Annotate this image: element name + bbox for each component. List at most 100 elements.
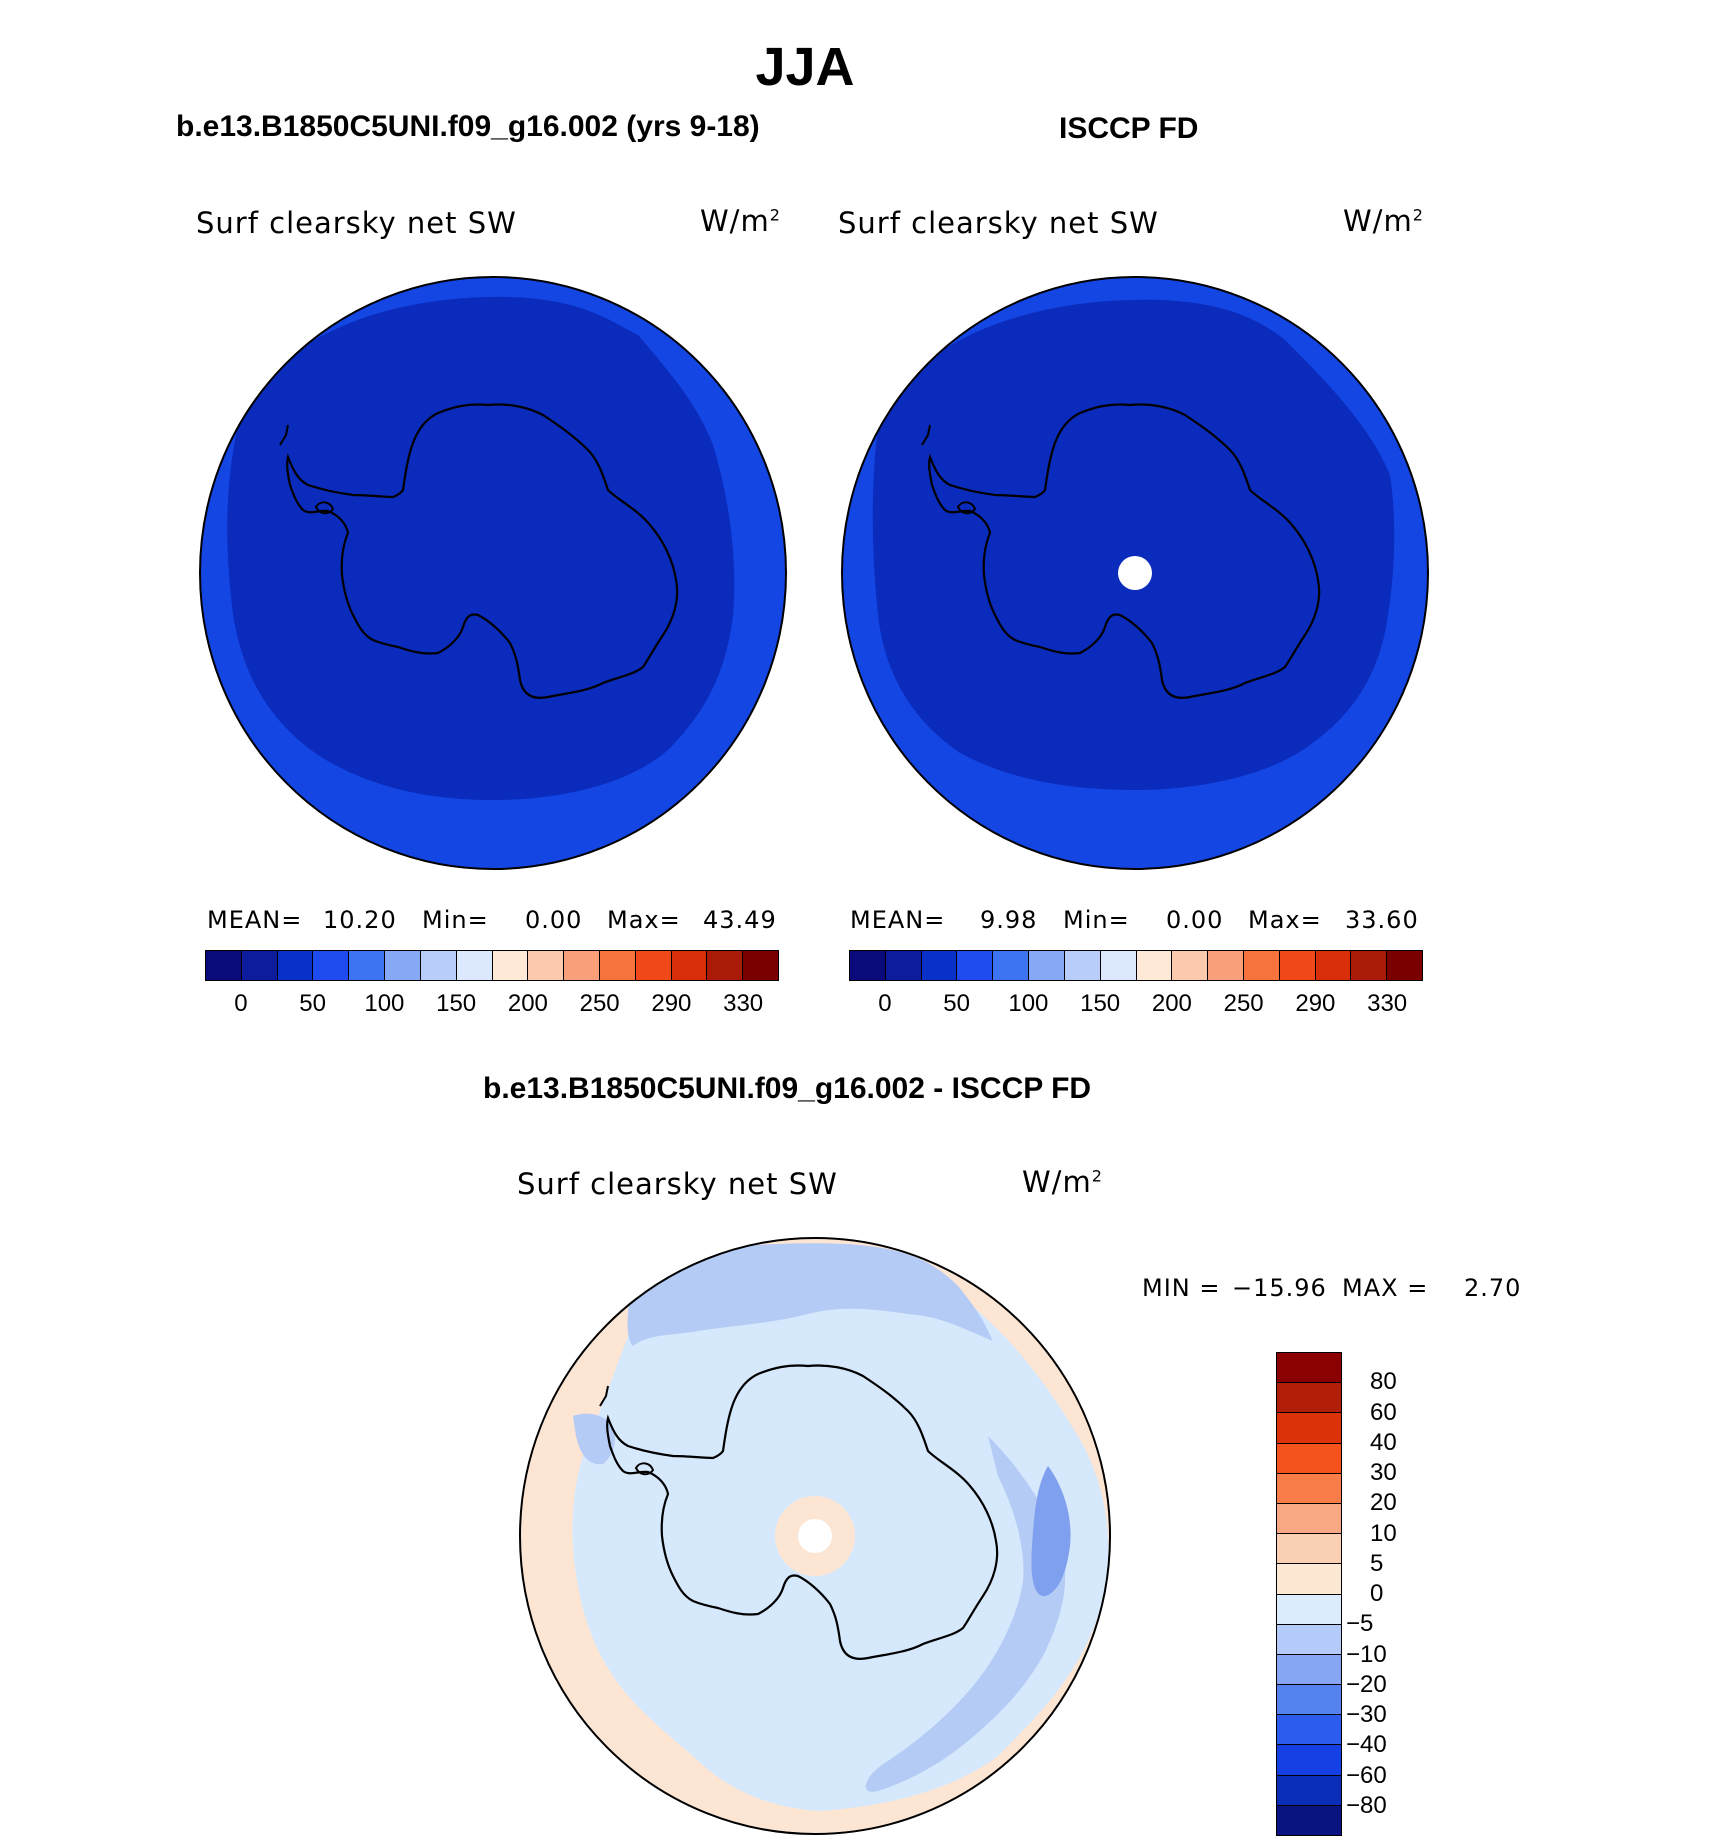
difference-heading: b.e13.B1850C5UNI.f09_g16.002 - ISCCP FD xyxy=(483,1072,1092,1105)
colorbar-swatch xyxy=(1351,951,1388,980)
colorbar-tick-label: 40 xyxy=(1370,1428,1397,1456)
colorbar-difference xyxy=(1276,1352,1342,1836)
panel-2-units-exp: 2 xyxy=(1412,205,1424,225)
colorbar-swatch xyxy=(1277,1473,1341,1504)
colorbar-tick-label: −5 xyxy=(1346,1610,1374,1638)
colorbar-tick-label: 200 xyxy=(1151,990,1192,1017)
panel-1-max-value: 43.49 xyxy=(703,906,777,934)
antarctica-coastline xyxy=(928,403,1321,699)
colorbar-panel-1-ticks: 0 50 100 150 200 250 290 330 xyxy=(205,990,779,1020)
colorbar-tick-label: 0 xyxy=(1370,1580,1384,1607)
difference-max-value: 2.70 xyxy=(1464,1274,1522,1302)
colorbar-swatch xyxy=(528,951,565,980)
colorbar-tick-label: −30 xyxy=(1346,1701,1387,1728)
map-border xyxy=(199,276,787,870)
difference-mid-negative-west xyxy=(573,1413,615,1465)
difference-mid-negative-east xyxy=(865,1436,1066,1792)
colorbar-swatch xyxy=(1277,1594,1341,1625)
panel-1-max-label: Max= xyxy=(607,906,681,934)
colorbar-tick-label: 330 xyxy=(723,990,764,1017)
colorbar-tick-label: 0 xyxy=(878,990,892,1017)
colorbar-swatch xyxy=(1277,1745,1341,1776)
colorbar-swatch xyxy=(492,951,529,980)
panel-2-mean-value: 9.98 xyxy=(980,906,1038,934)
colorbar-swatch xyxy=(1387,951,1422,980)
colorbar-tick-label: 330 xyxy=(1367,990,1408,1017)
colorbar-tick-label: 250 xyxy=(1223,990,1264,1017)
difference-strong-negative-east xyxy=(1031,1466,1071,1597)
panel-2-min-value: 0.00 xyxy=(1166,906,1224,934)
colorbar-swatch xyxy=(599,951,636,980)
panel-1-units-base: W/m xyxy=(700,204,770,238)
page-title: JJA xyxy=(755,37,855,97)
colorbar-tick-label: 290 xyxy=(651,990,692,1017)
colorbar-tick-label: 0 xyxy=(234,990,248,1017)
missing-data-pole xyxy=(798,1519,832,1553)
panel-2-units-base: W/m xyxy=(1343,204,1413,238)
colorbar-panel-2 xyxy=(849,950,1423,981)
colorbar-tick-label: 30 xyxy=(1370,1459,1397,1486)
colorbar-swatch xyxy=(1277,1503,1341,1535)
colorbar-swatch xyxy=(1277,1353,1341,1384)
map-border xyxy=(841,276,1429,870)
difference-max-label: MAX = xyxy=(1342,1274,1429,1302)
colorbar-swatch xyxy=(1277,1654,1341,1686)
antarctic-peninsula-detail xyxy=(599,1385,655,1476)
colorbar-swatch xyxy=(206,951,242,980)
colorbar-swatch xyxy=(385,951,421,980)
colorbar-difference-ticks: 80 60 40 30 20 10 5 0 −5 −10 −20 −30 −40 −60 −80 xyxy=(1346,1352,1450,1836)
antarctic-peninsula-detail xyxy=(279,424,335,515)
colorbar-swatch xyxy=(1277,1443,1341,1474)
colorbar-swatch xyxy=(1277,1685,1341,1716)
panel-1-units-exp: 2 xyxy=(769,205,781,225)
colorbar-swatch xyxy=(313,951,350,980)
colorbar-panel-2-ticks: 0 50 100 150 200 250 290 330 xyxy=(849,990,1423,1020)
colorbar-tick-label: −80 xyxy=(1346,1791,1387,1819)
colorbar-swatch xyxy=(885,951,922,980)
polar-map-isccp xyxy=(841,276,1429,870)
colorbar-swatch xyxy=(1100,951,1137,980)
colorbar-swatch xyxy=(1208,951,1244,980)
panel-2-stats: MEAN= 9.98 Min= 0.00 Max= 33.60 xyxy=(850,906,1420,934)
colorbar-swatch xyxy=(1277,1564,1341,1595)
colorbar-swatch xyxy=(564,951,600,980)
colorbar-swatch xyxy=(1172,951,1209,980)
difference-units-exp: 2 xyxy=(1091,1166,1103,1186)
colorbar-swatch xyxy=(1243,951,1280,980)
ocean-inner-field xyxy=(227,296,735,800)
difference-mid-negative-region xyxy=(627,1243,993,1346)
colorbar-swatch xyxy=(1277,1715,1341,1746)
colorbar-swatch xyxy=(1277,1383,1341,1414)
colorbar-swatch xyxy=(1277,1805,1341,1835)
colorbar-tick-label: −10 xyxy=(1346,1640,1387,1668)
colorbar-swatch xyxy=(1277,1775,1341,1806)
antarctica-coastline xyxy=(286,403,679,699)
colorbar-tick-label: 20 xyxy=(1370,1489,1397,1517)
colorbar-tick-label: 150 xyxy=(1080,990,1121,1017)
missing-data-pole xyxy=(1118,556,1152,590)
colorbar-swatch xyxy=(707,951,744,980)
difference-variable: Surf clearsky net SW xyxy=(517,1167,838,1201)
antarctic-peninsula-detail xyxy=(921,424,977,515)
panel-1-heading: b.e13.B1850C5UNI.f09_g16.002 (yrs 9-18) xyxy=(176,110,760,143)
difference-units-base: W/m xyxy=(1022,1165,1092,1199)
colorbar-swatch xyxy=(1279,951,1316,980)
colorbar-tick-label: 50 xyxy=(943,990,970,1017)
colorbar-swatch xyxy=(850,951,886,980)
colorbar-tick-label: 250 xyxy=(579,990,620,1017)
colorbar-tick-label: 100 xyxy=(1008,990,1049,1017)
panel-2-heading: ISCCP FD xyxy=(1059,112,1199,145)
panel-2-max-value: 33.60 xyxy=(1345,906,1419,934)
colorbar-swatch xyxy=(1315,951,1352,980)
panel-2-max-label: Max= xyxy=(1248,906,1322,934)
panel-1-units: W/m2 xyxy=(700,204,781,238)
colorbar-tick-label: −60 xyxy=(1346,1761,1387,1789)
colorbar-swatch xyxy=(993,951,1030,980)
colorbar-swatch xyxy=(277,951,314,980)
difference-min-value: −15.96 xyxy=(1232,1274,1327,1302)
panel-2-min-label: Min= xyxy=(1063,906,1130,934)
panel-1-mean-value: 10.20 xyxy=(323,906,397,934)
colorbar-tick-label: 290 xyxy=(1295,990,1336,1017)
colorbar-tick-label: 50 xyxy=(299,990,326,1017)
colorbar-swatch xyxy=(420,951,457,980)
